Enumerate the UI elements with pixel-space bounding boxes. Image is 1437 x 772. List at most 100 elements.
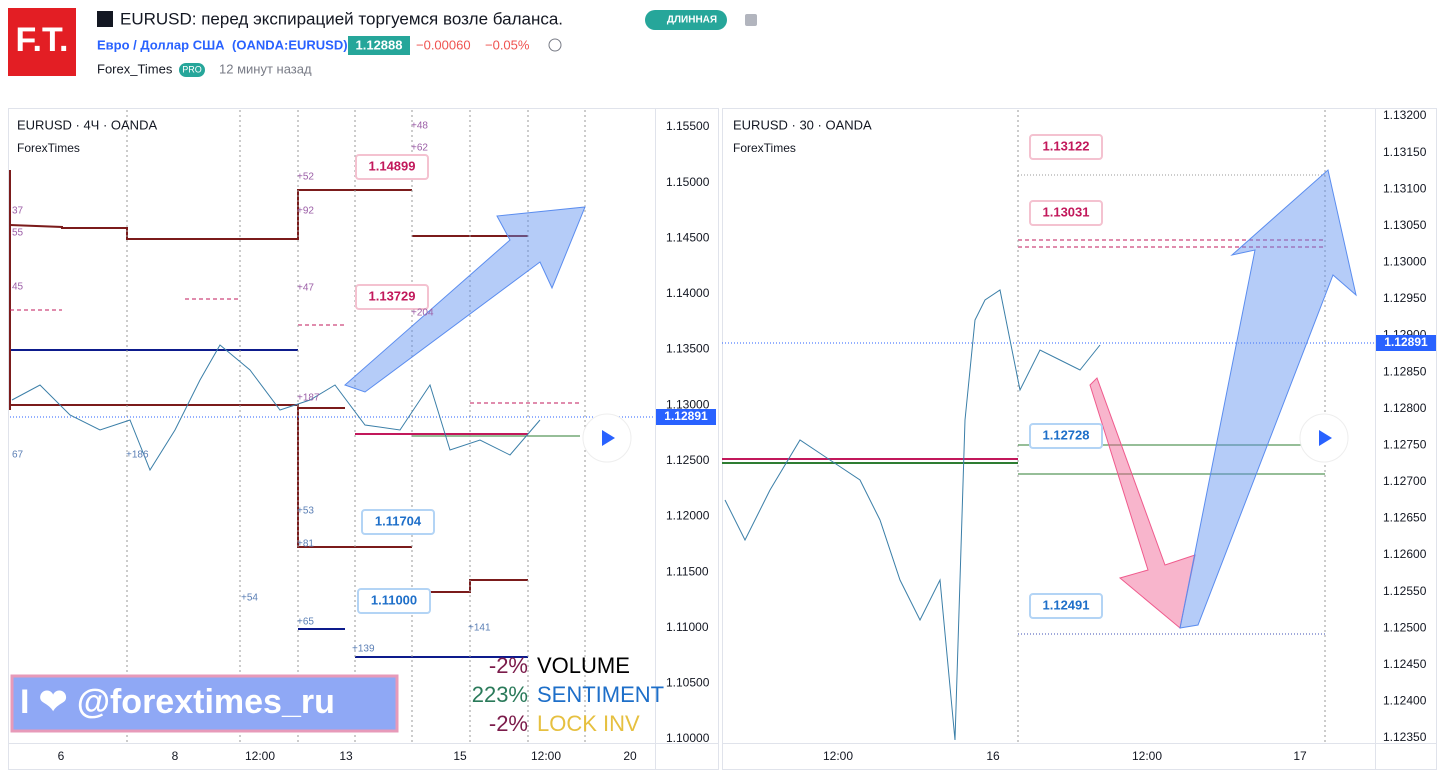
dashed-levels xyxy=(10,174,1325,635)
session-lines xyxy=(126,110,1326,743)
banner-text: I ❤ @forextimes_ru xyxy=(20,683,335,721)
y-tick-label: 1.12550 xyxy=(1383,584,1427,598)
overlay-pct: 223% xyxy=(472,682,528,707)
callout-box xyxy=(1029,200,1103,226)
callout: 1.14899 xyxy=(369,158,416,173)
y-tick-label: 1.10000 xyxy=(666,731,710,745)
callout: 1.13729 xyxy=(369,288,416,303)
author[interactable]: Forex_Times xyxy=(97,61,173,76)
banner xyxy=(10,674,399,733)
x-tick-label: 16 xyxy=(986,749,1000,763)
play-icon xyxy=(602,430,615,446)
annotation: +204 xyxy=(411,308,434,319)
forecast-arrow xyxy=(344,206,586,393)
y-tick-label: 1.12700 xyxy=(1383,474,1427,488)
x-tick-label: 8 xyxy=(172,749,179,763)
annotation: +62 xyxy=(411,143,428,154)
annotation: +54 xyxy=(241,593,258,604)
chart-label: EURUSD · 30 · OANDA xyxy=(733,117,872,132)
last-price: 1.12891 xyxy=(1384,335,1428,349)
x-tick-label: 12:00 xyxy=(1132,749,1162,763)
direction: ДЛИННАЯ xyxy=(667,15,717,26)
y-tick-label: 1.13050 xyxy=(1383,218,1427,232)
levels xyxy=(9,170,580,658)
callout-box xyxy=(361,509,435,535)
alert-icon[interactable] xyxy=(548,38,562,52)
callout: 1.12491 xyxy=(1043,597,1090,612)
y-tick-label: 1.11000 xyxy=(666,620,709,634)
right-levels xyxy=(722,444,1325,475)
annotation: 45 xyxy=(12,282,24,293)
overlay-name: VOLUME xyxy=(537,653,630,678)
y-tick-label: 1.13000 xyxy=(666,397,710,411)
direction-badge xyxy=(645,10,727,30)
x-tick-label: 15 xyxy=(453,749,467,763)
annotation: +92 xyxy=(297,206,314,217)
y-tick-label: 1.12750 xyxy=(1383,437,1427,451)
y-tick-label: 1.12500 xyxy=(666,453,710,467)
lock-icon xyxy=(745,14,757,26)
y-tick-label: 1.13200 xyxy=(1383,108,1427,122)
change: −0.00060 xyxy=(416,37,471,52)
y-tick-label: 1.12450 xyxy=(1383,657,1427,671)
callout-box xyxy=(1029,423,1103,449)
forecast-arrow xyxy=(1179,169,1357,629)
x-tick-label: 17 xyxy=(1293,749,1307,763)
y-tick-label: 1.15500 xyxy=(666,119,710,133)
idea-title[interactable]: EURUSD: перед экспирацией торгуемся возл… xyxy=(120,9,563,28)
last-price-tag xyxy=(656,409,716,425)
logo-box xyxy=(8,8,76,76)
overlay-name: LOCK INV xyxy=(537,711,640,736)
chart-icon xyxy=(97,11,113,27)
y-tick-label: 1.13100 xyxy=(1383,181,1427,195)
y-tick-label: 1.12350 xyxy=(1383,730,1427,744)
logo: F.T. xyxy=(16,21,69,59)
author-badge: PRO xyxy=(182,64,202,74)
callout-box xyxy=(355,154,429,180)
last-price-tag xyxy=(1376,335,1436,351)
annotation: +141 xyxy=(468,623,491,634)
callout-box xyxy=(1029,593,1103,619)
change-pct: −0.05% xyxy=(485,37,530,52)
price-sketch xyxy=(11,344,541,472)
pro-badge xyxy=(179,63,205,77)
x-tick-label: 6 xyxy=(58,749,65,763)
y-tick-label: 1.12500 xyxy=(1383,620,1427,634)
x-tick-label: 20 xyxy=(623,749,637,763)
annotation: +139 xyxy=(352,644,375,655)
annotation: +48 xyxy=(411,121,428,132)
y-tick-label: 1.12850 xyxy=(1383,364,1427,378)
last-price: 1.12891 xyxy=(664,409,708,423)
y-tick-label: 1.14500 xyxy=(666,230,710,244)
callout-box xyxy=(1029,134,1103,160)
y-tick-label: 1.12000 xyxy=(666,509,710,523)
annotation: +47 xyxy=(297,283,314,294)
symbol[interactable]: (OANDA:EURUSD) xyxy=(232,37,348,52)
price-sketch xyxy=(724,289,1101,741)
overlay-name: SENTIMENT xyxy=(537,682,664,707)
y-tick-label: 1.12600 xyxy=(1383,547,1427,561)
price: 1.12888 xyxy=(356,37,403,52)
annotation: 37 xyxy=(12,206,24,217)
annotation: +186 xyxy=(126,450,149,461)
play-icon xyxy=(1319,430,1332,446)
forecast-arrow xyxy=(1089,377,1196,629)
annotation: +187 xyxy=(297,393,320,404)
callout: 1.11704 xyxy=(375,513,422,528)
time: 12 минут назад xyxy=(219,61,312,76)
annotation: +65 xyxy=(297,617,314,628)
callout: 1.12728 xyxy=(1043,427,1090,442)
chart-sublabel: ForexTimes xyxy=(733,141,796,155)
y-tick-label: 1.14000 xyxy=(666,286,710,300)
callout-box xyxy=(355,284,429,310)
left-panel xyxy=(8,108,719,770)
instrument[interactable]: Евро / Доллар США xyxy=(97,37,225,52)
annotation: 55 xyxy=(12,228,24,239)
annotation: +53 xyxy=(297,506,314,517)
y-tick-label: 1.15000 xyxy=(666,175,710,189)
y-tick-label: 1.12650 xyxy=(1383,511,1427,525)
callout: 1.13122 xyxy=(1043,138,1090,153)
y-tick-label: 1.12400 xyxy=(1383,694,1427,708)
chart-sublabel: ForexTimes xyxy=(17,141,80,155)
